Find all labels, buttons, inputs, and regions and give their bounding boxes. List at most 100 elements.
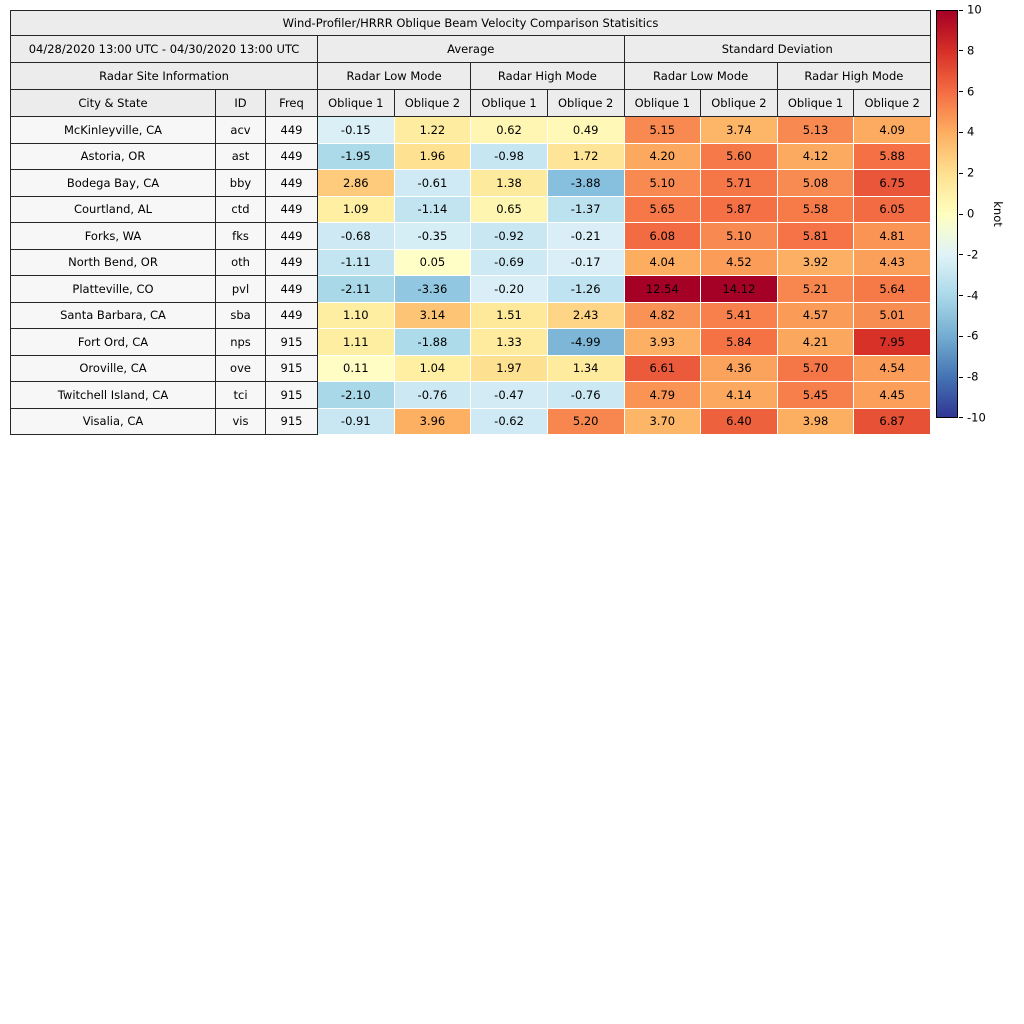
value-cell: 0.05 bbox=[393, 248, 472, 276]
value-cell: 6.87 bbox=[853, 407, 931, 435]
value-cell: 3.14 bbox=[393, 301, 472, 329]
oblique2-column-header: Oblique 2 bbox=[700, 89, 778, 117]
site-id-cell: sba bbox=[215, 301, 266, 329]
value-cell: 3.74 bbox=[700, 116, 778, 144]
value-cell: 4.81 bbox=[853, 222, 931, 250]
value-cell: -3.88 bbox=[546, 169, 625, 197]
table-row: Courtland, AL ctd 449 1.09 -1.14 0.65 -1.37 5.6… bbox=[10, 195, 931, 223]
value-cell: -0.91 bbox=[317, 407, 395, 435]
frequency-cell: 915 bbox=[265, 381, 318, 409]
value-cell: 4.21 bbox=[776, 328, 855, 356]
frequency-cell: 449 bbox=[265, 275, 318, 303]
table-row: Santa Barbara, CA sba 449 1.10 3.14 1.51 2.43 4… bbox=[10, 301, 931, 329]
city-state-cell: McKinleyville, CA bbox=[10, 116, 216, 144]
value-cell: 5.10 bbox=[700, 222, 778, 250]
table-row: Forks, WA fks 449 -0.68 -0.35 -0.92 -0.21 6.08 5… bbox=[10, 222, 931, 250]
date-range: 04/28/2020 13:00 UTC - 04/30/2020 13:00 … bbox=[10, 35, 318, 63]
value-cell: 5.13 bbox=[776, 116, 855, 144]
value-cell: 4.14 bbox=[700, 381, 778, 409]
value-cell: 4.52 bbox=[700, 248, 778, 276]
value-cell: 4.43 bbox=[853, 248, 931, 276]
table-row: Fort Ord, CA nps 915 1.11 -1.88 1.33 -4.99 3.93… bbox=[10, 328, 931, 356]
table-row: McKinleyville, CA acv 449 -0.15 1.22 0.62 0.49… bbox=[10, 116, 931, 144]
colorbar-tick bbox=[959, 417, 963, 418]
value-cell: -0.69 bbox=[470, 248, 548, 276]
value-cell: 0.62 bbox=[470, 116, 548, 144]
value-cell: 4.54 bbox=[853, 354, 931, 382]
value-cell: 12.54 bbox=[623, 275, 702, 303]
city-state-cell: Twitchell Island, CA bbox=[10, 381, 216, 409]
radar-site-information-header: Radar Site Information bbox=[10, 62, 318, 90]
frequency-cell: 449 bbox=[265, 169, 318, 197]
colorbar-tick-label: 4 bbox=[967, 124, 975, 139]
value-cell: 1.97 bbox=[470, 354, 548, 382]
colorbar-tick bbox=[959, 376, 963, 378]
value-cell: 6.61 bbox=[623, 354, 702, 382]
value-cell: 5.64 bbox=[853, 275, 931, 303]
value-cell: -2.11 bbox=[317, 275, 395, 303]
value-cell: -0.47 bbox=[470, 381, 548, 409]
value-cell: 4.04 bbox=[623, 248, 702, 276]
value-cell: -0.20 bbox=[470, 275, 548, 303]
value-cell: 4.57 bbox=[776, 301, 855, 329]
value-cell: -0.35 bbox=[393, 222, 472, 250]
value-cell: 5.20 bbox=[546, 407, 625, 435]
oblique2-column-header: Oblique 2 bbox=[393, 89, 472, 117]
city-state-cell: Platteville, CO bbox=[10, 275, 216, 303]
city-state-cell: Fort Ord, CA bbox=[10, 328, 216, 356]
value-cell: 4.12 bbox=[776, 142, 855, 170]
value-cell: 5.87 bbox=[700, 195, 778, 223]
standard-deviation-group-header: Standard Deviation bbox=[623, 35, 931, 63]
site-id-cell: fks bbox=[215, 222, 266, 250]
colorbar-tick bbox=[959, 335, 963, 337]
value-cell: 4.79 bbox=[623, 381, 702, 409]
colorbar-tick bbox=[959, 91, 963, 93]
value-cell: 3.98 bbox=[776, 407, 855, 435]
colorbar-tick-label: -6 bbox=[967, 328, 979, 343]
site-id-cell: ove bbox=[215, 354, 266, 382]
value-cell: 0.11 bbox=[317, 354, 395, 382]
id-column-header: ID bbox=[215, 89, 266, 117]
city-state-cell: Oroville, CA bbox=[10, 354, 216, 382]
colorbar-tick-label: 6 bbox=[967, 83, 975, 98]
value-cell: -0.62 bbox=[470, 407, 548, 435]
site-id-cell: bby bbox=[215, 169, 266, 197]
frequency-cell: 449 bbox=[265, 248, 318, 276]
frequency-cell: 449 bbox=[265, 222, 318, 250]
site-id-cell: ast bbox=[215, 142, 266, 170]
colorbar-tick bbox=[959, 131, 963, 133]
value-cell: 0.65 bbox=[470, 195, 548, 223]
value-cell: 0.49 bbox=[546, 116, 625, 144]
colorbar-unit-label: knot bbox=[991, 201, 1005, 227]
frequency-cell: 449 bbox=[265, 301, 318, 329]
site-id-cell: tci bbox=[215, 381, 266, 409]
value-cell: 1.33 bbox=[470, 328, 548, 356]
colorbar-tick-label: 0 bbox=[967, 206, 975, 221]
value-cell: -0.68 bbox=[317, 222, 395, 250]
value-cell: 1.04 bbox=[393, 354, 472, 382]
site-id-cell: ctd bbox=[215, 195, 266, 223]
table-row: Platteville, CO pvl 449 -2.11 -3.36 -0.20 -1.2… bbox=[10, 275, 931, 303]
value-cell: 4.20 bbox=[623, 142, 702, 170]
table-row: Twitchell Island, CA tci 915 -2.10 -0.76 -0.4… bbox=[10, 381, 931, 409]
std-low-mode-header: Radar Low Mode bbox=[623, 62, 778, 90]
site-id-cell: vis bbox=[215, 407, 266, 435]
colorbar-tick-label: -10 bbox=[967, 410, 986, 425]
oblique2-column-header: Oblique 2 bbox=[853, 89, 931, 117]
value-cell: 5.88 bbox=[853, 142, 931, 170]
city-state-cell: Bodega Bay, CA bbox=[10, 169, 216, 197]
value-cell: 5.65 bbox=[623, 195, 702, 223]
value-cell: 1.34 bbox=[546, 354, 625, 382]
value-cell: 6.05 bbox=[853, 195, 931, 223]
stats-table: Wind-Profiler/HRRR Oblique Beam Velocity… bbox=[10, 10, 932, 435]
value-cell: -0.15 bbox=[317, 116, 395, 144]
colorbar-gradient bbox=[936, 10, 958, 418]
title-row: Wind-Profiler/HRRR Oblique Beam Velocity… bbox=[10, 10, 931, 36]
value-cell: 3.96 bbox=[393, 407, 472, 435]
value-cell: -0.21 bbox=[546, 222, 625, 250]
table-row: North Bend, OR oth 449 -1.11 0.05 -0.69 -0.17 4… bbox=[10, 248, 931, 276]
city-state-column-header: City & State bbox=[10, 89, 216, 117]
frequency-cell: 449 bbox=[265, 195, 318, 223]
colorbar-tick-label: -8 bbox=[967, 369, 979, 384]
city-state-cell: Astoria, OR bbox=[10, 142, 216, 170]
